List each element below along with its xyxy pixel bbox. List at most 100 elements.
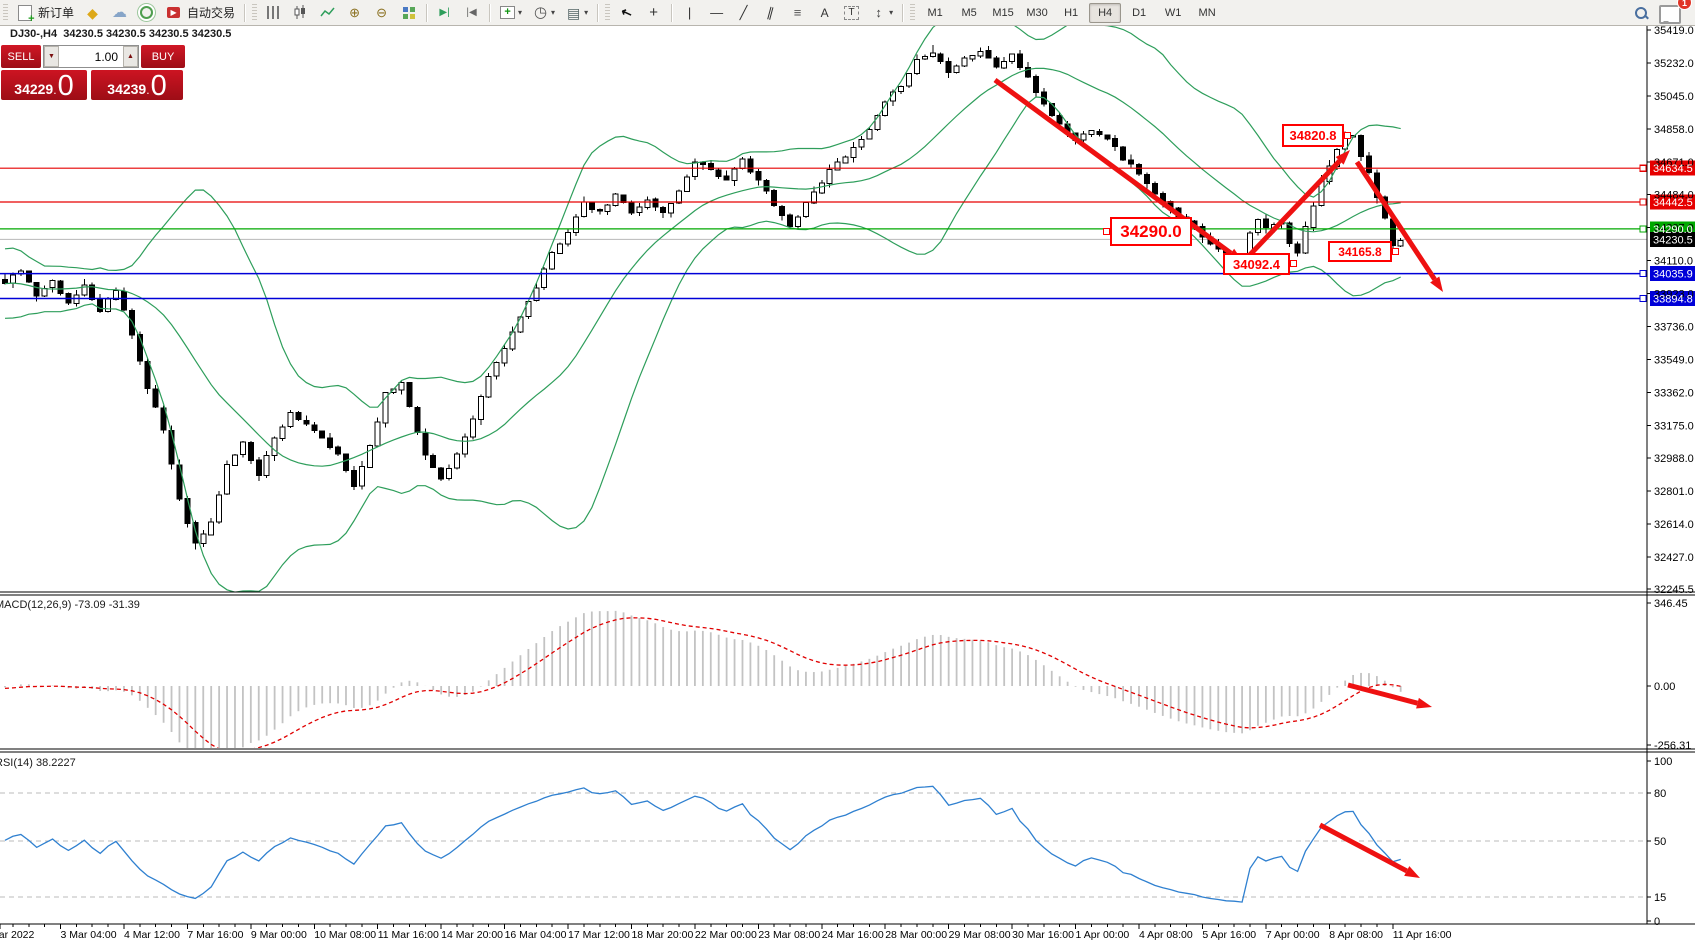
sell-price-prefix: 34229 — [14, 81, 54, 97]
annotation-price-label[interactable]: 34092.4 — [1223, 253, 1297, 275]
templates-button[interactable]: ▤ ▾ — [566, 4, 589, 21]
vertical-line-tool-button[interactable]: | — [677, 2, 702, 23]
timeframe-mn[interactable]: MN — [1198, 6, 1216, 19]
svg-text:32245.5: 32245.5 — [1654, 584, 1694, 596]
new-order-label: 新订单 — [38, 6, 75, 20]
auto-trading-button[interactable]: ▶ 自动交易 — [161, 2, 239, 23]
timeframe-w1[interactable]: W1 — [1164, 6, 1182, 19]
timeframe-m1[interactable]: M1 — [927, 6, 943, 19]
fibonacci-icon: ≡ — [793, 5, 802, 20]
svg-text:30 Mar 16:00: 30 Mar 16:00 — [1012, 929, 1074, 941]
svg-text:34230.5: 34230.5 — [1653, 234, 1693, 246]
timeframe-m5[interactable]: M5 — [961, 6, 977, 19]
horizontal-line-tool-button[interactable]: — — [704, 2, 729, 23]
cursor-tool-button[interactable]: ↖ — [614, 2, 639, 23]
text-label-tool-button[interactable]: T — [839, 2, 864, 23]
search-icon — [1633, 5, 1649, 21]
trendline-tool-button[interactable]: ╱ — [731, 2, 756, 23]
timeframe-m15[interactable]: M15 — [992, 6, 1014, 19]
svg-text:32427.0: 32427.0 — [1654, 552, 1694, 564]
mql5-cloud-button[interactable]: ☁ — [107, 2, 132, 23]
buy-price[interactable]: 34239. 0 — [91, 70, 183, 101]
timeframe-h1[interactable]: H1 — [1064, 6, 1079, 19]
signals-button[interactable] — [134, 2, 159, 23]
periods-button[interactable]: ◷ ▾ — [534, 4, 556, 21]
crosshair-tool-button[interactable]: + — [641, 2, 666, 23]
sell-price[interactable]: 34229. 0 — [1, 70, 87, 101]
text-tool-button[interactable]: A — [812, 2, 837, 23]
svg-text:4 Mar 12:00: 4 Mar 12:00 — [124, 929, 180, 941]
svg-text:33736.0: 33736.0 — [1654, 321, 1694, 333]
one-click-trading-panel: SELL ▼ 1.00 ▲ BUY 34229. 0 34239. 0 — [1, 45, 185, 101]
svg-text:34297.0: 34297.0 — [1654, 223, 1694, 235]
candlestick-chart-button[interactable] — [288, 2, 313, 23]
annotation-price-label[interactable]: 34165.8 — [1328, 241, 1399, 262]
templates-icon: ▤ — [566, 4, 581, 21]
vertical-line-icon: | — [687, 5, 692, 20]
tile-windows-button[interactable] — [396, 2, 421, 23]
zoom-in-icon: ⊕ — [349, 5, 360, 20]
svg-text:32801.0: 32801.0 — [1654, 486, 1694, 498]
auto-scroll-button[interactable]: ▶| — [432, 2, 457, 23]
cursor-icon: ↖ — [618, 3, 635, 22]
symbol-name: DJ30-,H4 — [10, 28, 58, 40]
market-depth-button[interactable]: ◆ — [80, 2, 105, 23]
fibonacci-tool-button[interactable]: ≡ — [785, 2, 810, 23]
zoom-in-button[interactable]: ⊕ — [342, 2, 367, 23]
svg-text:11 Mar 16:00: 11 Mar 16:00 — [378, 929, 439, 941]
svg-text:23 Mar 08:00: 23 Mar 08:00 — [758, 929, 820, 941]
arrows-icon: ↕ — [875, 5, 882, 20]
svg-text:28 Mar 00:00: 28 Mar 00:00 — [885, 929, 947, 941]
zoom-out-icon: ⊖ — [376, 5, 387, 20]
notifications-button[interactable]: 1 — [1655, 0, 1692, 24]
search-button[interactable] — [1629, 2, 1653, 23]
svg-text:34290.0: 34290.0 — [1653, 224, 1693, 236]
timeframe-d1[interactable]: D1 — [1132, 6, 1147, 19]
chat-icon — [1659, 5, 1681, 24]
svg-text:17 Mar 12:00: 17 Mar 12:00 — [568, 929, 630, 941]
new-order-button[interactable]: 新订单 — [12, 2, 78, 25]
sell-button[interactable]: SELL — [1, 45, 41, 68]
svg-text:33894.8: 33894.8 — [1653, 293, 1693, 305]
text-icon: A — [820, 5, 829, 20]
svg-text:3 Mar 04:00: 3 Mar 04:00 — [61, 929, 117, 941]
volume-up-button[interactable]: ▲ — [123, 46, 138, 67]
annotation-price-label[interactable]: 34820.8 — [1282, 124, 1351, 147]
cloud-icon: ☁ — [112, 4, 128, 21]
auto-trading-icon: ▶ — [165, 4, 182, 21]
chart-shift-button[interactable]: |◀ — [459, 2, 484, 23]
timeframe-m30[interactable]: M30 — [1026, 6, 1048, 19]
toolbar-grip — [3, 3, 8, 22]
svg-text:29 Mar 08:00: 29 Mar 08:00 — [949, 929, 1011, 941]
rsi-label: RSI(14) 38.2227 — [0, 757, 76, 769]
horizontal-line-icon: — — [710, 5, 724, 20]
channel-tool-button[interactable]: ∥ — [758, 2, 783, 23]
svg-text:0: 0 — [1654, 916, 1660, 928]
svg-text:5 Apr 16:00: 5 Apr 16:00 — [1202, 929, 1256, 941]
svg-text:80: 80 — [1654, 788, 1666, 800]
timeframe-h4[interactable]: H4 — [1089, 2, 1122, 23]
svg-text:34442.5: 34442.5 — [1653, 197, 1693, 209]
volume-down-button[interactable]: ▼ — [44, 46, 59, 67]
svg-text:0.00: 0.00 — [1654, 681, 1675, 693]
svg-text:7 Mar 16:00: 7 Mar 16:00 — [187, 929, 243, 941]
svg-text:32988.0: 32988.0 — [1654, 453, 1694, 465]
arrows-tool-button[interactable]: ↕ ▾ — [866, 2, 897, 23]
bar-chart-button[interactable] — [261, 2, 286, 23]
annotation-anchor — [1103, 227, 1110, 235]
volume-spinner[interactable]: ▼ 1.00 ▲ — [43, 45, 139, 68]
svg-text:1 Apr 00:00: 1 Apr 00:00 — [1076, 929, 1130, 941]
buy-button[interactable]: BUY — [141, 45, 185, 68]
gold-icon: ◆ — [87, 4, 98, 21]
indicators-button[interactable]: + ▾ — [495, 2, 526, 23]
svg-text:14 Mar 20:00: 14 Mar 20:00 — [441, 929, 503, 941]
line-chart-button[interactable] — [315, 2, 340, 23]
timeframe-group: M1 M5 M15 M30 H1 H4 D1 W1 MN — [918, 2, 1224, 23]
ohlc-values: 34230.5 34230.5 34230.5 34230.5 — [63, 28, 232, 40]
annotation-price-label[interactable]: 34290.0 — [1103, 217, 1192, 246]
zoom-out-button[interactable]: ⊖ — [369, 2, 394, 23]
svg-text:4 Apr 08:00: 4 Apr 08:00 — [1139, 929, 1193, 941]
svg-text:34671.0: 34671.0 — [1654, 157, 1694, 169]
volume-value[interactable]: 1.00 — [94, 49, 118, 64]
